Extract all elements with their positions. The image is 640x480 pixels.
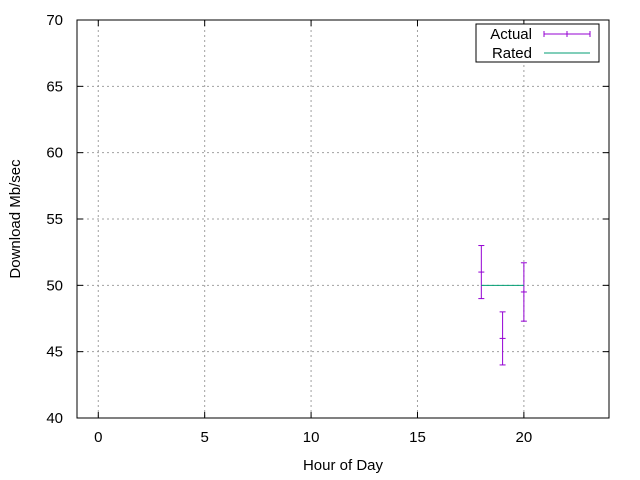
error-bar-point bbox=[499, 311, 506, 366]
x-tick-label: 10 bbox=[303, 429, 320, 446]
legend-sample-actual bbox=[543, 31, 591, 37]
y-tick-label: 50 bbox=[46, 277, 63, 294]
x-tick-label: 15 bbox=[409, 429, 426, 446]
error-bar-point bbox=[478, 245, 485, 300]
y-axis-label: Download Mb/sec bbox=[7, 159, 24, 279]
grid-lines bbox=[77, 19, 609, 419]
legend-box bbox=[475, 23, 600, 63]
y-tick-label: 60 bbox=[46, 145, 63, 162]
legend-label-rated: Rated bbox=[492, 45, 532, 62]
y-tick-label: 65 bbox=[46, 78, 63, 95]
legend: Actual Rated bbox=[475, 23, 600, 63]
y-tick-label: 40 bbox=[46, 410, 63, 427]
series-layer bbox=[478, 245, 527, 366]
axis-ticks: 0 5 10 15 20 40 45 50 55 60 65 70 bbox=[46, 12, 609, 446]
x-tick-label: 5 bbox=[201, 429, 209, 446]
y-tick-label: 70 bbox=[46, 12, 63, 29]
y-tick-label: 45 bbox=[46, 344, 63, 361]
y-tick-label: 55 bbox=[46, 211, 63, 228]
error-bar-point bbox=[520, 262, 527, 322]
x-tick-label: 0 bbox=[94, 429, 102, 446]
x-tick-label: 20 bbox=[516, 429, 533, 446]
legend-label-actual: Actual bbox=[490, 26, 532, 43]
x-axis-label: Hour of Day bbox=[303, 457, 384, 474]
